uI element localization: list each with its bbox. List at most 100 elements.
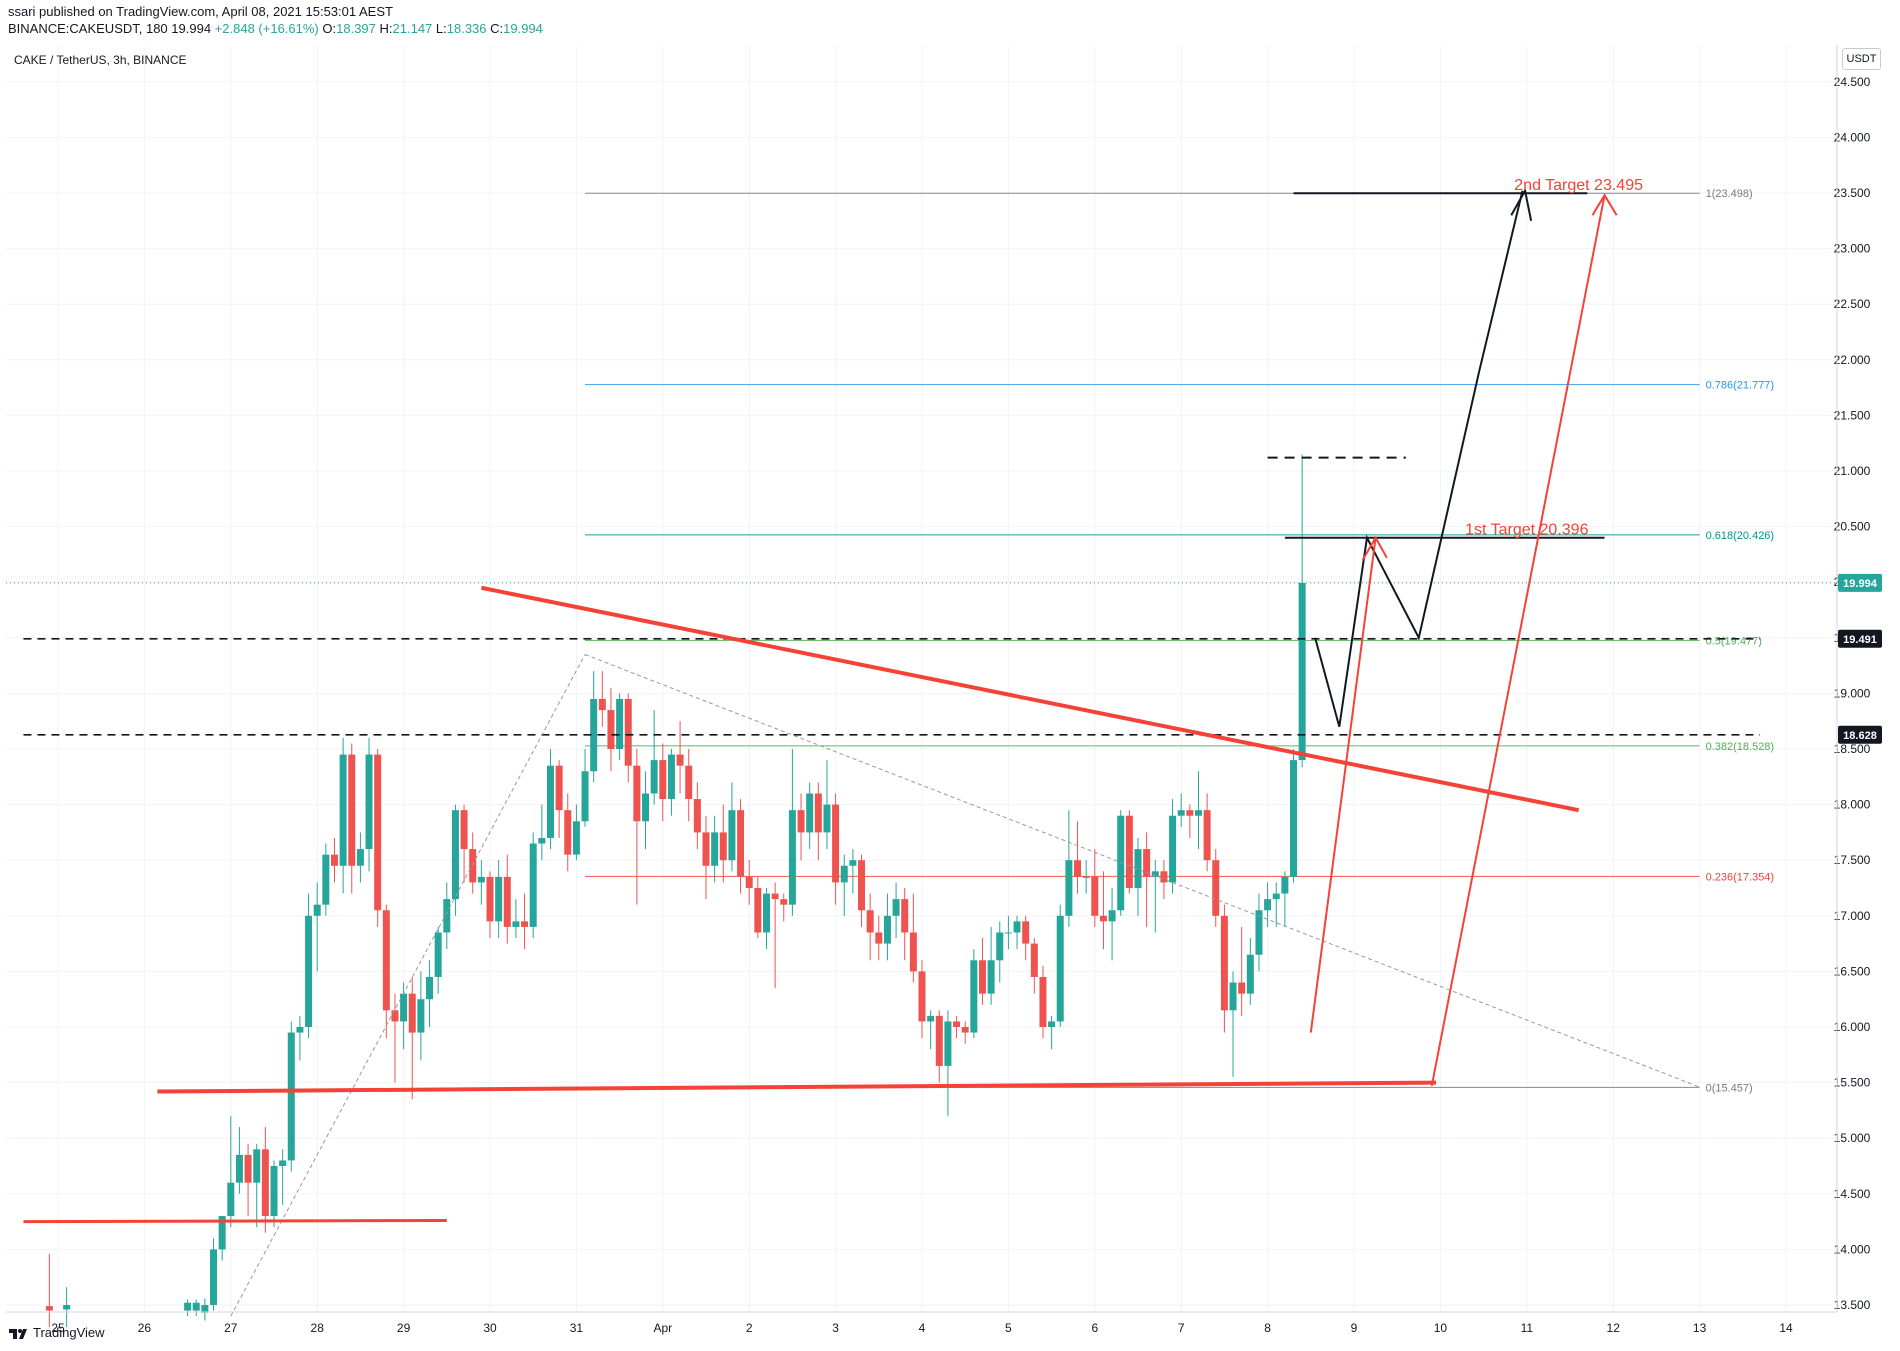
candle-body: [313, 904, 321, 916]
candle-body: [728, 810, 736, 861]
x-tick-label: 3: [832, 1321, 839, 1335]
candle-body: [693, 799, 701, 833]
x-tick-label: 10: [1434, 1321, 1448, 1335]
high-value: 21.147: [392, 21, 433, 36]
candle-body: [1169, 815, 1177, 883]
y-tick-label: 16.000: [1834, 1020, 1871, 1034]
candle-body: [1203, 810, 1211, 861]
candle-body: [832, 804, 840, 883]
symbol-title: CAKE / TetherUS, 3h, BINANCE: [14, 53, 187, 67]
x-tick-label: 14: [1779, 1321, 1793, 1335]
x-tick-label: 26: [138, 1321, 152, 1335]
red-arrowhead-1: [1361, 535, 1388, 561]
low-value: 18.336: [446, 21, 487, 36]
candle-body: [633, 765, 641, 822]
x-tick-label: 4: [919, 1321, 926, 1335]
footer-brand-label: TradingView: [33, 1325, 105, 1340]
candle-body: [477, 876, 485, 883]
projection-path-black: [1314, 190, 1524, 728]
candle-body: [365, 754, 373, 850]
x-tick-label: 27: [224, 1321, 238, 1335]
candle-body: [529, 843, 537, 927]
candle-body: [184, 1302, 192, 1311]
x-tick-label: 12: [1607, 1321, 1621, 1335]
candle-body: [469, 849, 477, 883]
x-tick-label: 29: [397, 1321, 411, 1335]
lower-support-line: [23, 1218, 447, 1224]
candle-body: [797, 810, 805, 833]
high-label: H:: [379, 21, 393, 36]
support-line: [157, 1080, 1437, 1094]
candle-body: [581, 771, 589, 822]
fib-label-0.236: 0.236(17.354): [1706, 871, 1775, 883]
candle-body: [1022, 921, 1030, 944]
x-tick-label: 8: [1264, 1321, 1271, 1335]
price-change: +2.848 (+16.61%): [214, 21, 319, 36]
candle-body: [806, 793, 814, 833]
fib-retracement: 1(23.498) 0.786(21.777) 0.618(20.426) 0.5(1…: [6, 188, 1837, 1094]
candle-body: [1143, 849, 1151, 877]
publisher-text: ssari published on TradingView.com, Apri…: [8, 4, 393, 19]
candle-body: [1272, 893, 1280, 900]
candle-body: [987, 960, 995, 994]
candle-body: [970, 960, 978, 1033]
candle-body: [495, 876, 503, 922]
candle-body: [546, 765, 554, 838]
candle-body: [322, 854, 330, 905]
close-value: 19.994: [503, 21, 543, 36]
candle-body: [348, 754, 356, 866]
footer-brand[interactable]: TradingView: [8, 1325, 105, 1340]
fib-label-1: 1(23.498): [1706, 188, 1753, 200]
y-tick-label: 17.000: [1834, 909, 1871, 923]
candle-body: [63, 1305, 71, 1310]
y-tick-label: 24.000: [1834, 130, 1871, 144]
fib-label-0.618: 0.618(20.426): [1706, 530, 1775, 542]
price-label-text: 18.628: [1843, 730, 1877, 742]
drawings: [23, 187, 1761, 1317]
candle-body: [978, 960, 986, 994]
red-arrowhead-2: [1591, 193, 1618, 216]
candle-body: [235, 1154, 243, 1183]
y-tick-label: 19.000: [1834, 686, 1871, 700]
target-annotation-2: 1st Target 20.396: [1465, 522, 1588, 539]
candle-body: [1298, 582, 1306, 761]
candle-body: [296, 1027, 304, 1033]
candle-body: [849, 860, 857, 866]
candle-body: [590, 698, 598, 772]
candle-body: [598, 698, 606, 711]
y-tick-label: 16.500: [1834, 964, 1871, 978]
candle-body: [737, 810, 745, 877]
x-tick-label: 31: [570, 1321, 584, 1335]
price-label-box: [1838, 725, 1882, 744]
candle-body: [624, 698, 632, 766]
candle-body: [823, 804, 831, 833]
candle-body: [935, 1015, 943, 1066]
candle-body: [287, 1032, 295, 1161]
black-arrowhead: [1510, 187, 1533, 221]
x-tick-label: 2: [746, 1321, 753, 1335]
candle-body: [1030, 943, 1038, 977]
y-tick-label: 22.500: [1834, 297, 1871, 311]
candle-body: [642, 793, 650, 822]
candle-body: [434, 932, 442, 977]
candle-body: [1229, 982, 1237, 1011]
candle-body: [607, 710, 615, 749]
candle-body: [953, 1021, 961, 1027]
descending-trendline: [480, 585, 1580, 813]
currency-unit-button[interactable]: USDT: [1842, 48, 1881, 70]
candle-body: [512, 921, 520, 927]
candle-body: [1246, 954, 1254, 994]
tradingview-logo-icon: [9, 1328, 27, 1339]
open-label: O:: [322, 21, 337, 36]
candle-body: [270, 1166, 278, 1217]
candle-body: [417, 999, 425, 1033]
candle-body: [676, 754, 684, 766]
candle-body: [192, 1302, 200, 1311]
close-label: C:: [490, 21, 504, 36]
price-label-text: 19.994: [1843, 578, 1878, 590]
price-label-text: 19.491: [1843, 634, 1877, 646]
candle-body: [858, 860, 866, 911]
candle-body: [745, 876, 753, 888]
candle-body: [1082, 876, 1090, 878]
